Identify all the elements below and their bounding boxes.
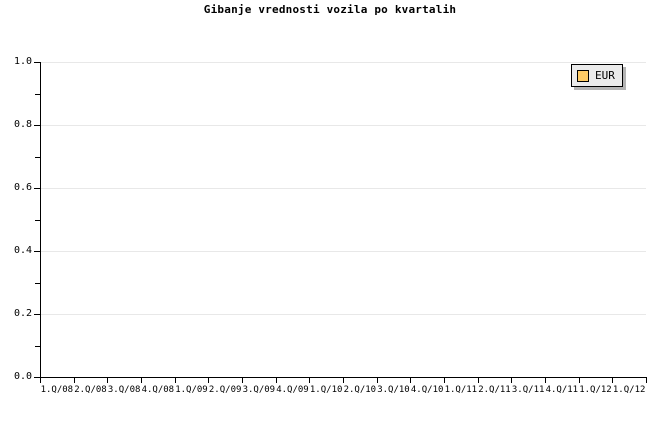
x-axis-tick [612,378,613,383]
y-axis-line [40,62,41,378]
legend-item-label: EUR [595,69,615,82]
x-axis-tick [444,378,445,383]
x-axis-label: 3.Q/10 [377,385,410,395]
x-axis-label: 2.Q/08 [74,385,107,395]
y-axis-label: 0.6 [13,182,32,193]
y-axis-minor-tick [35,282,40,284]
y-axis-minor-tick [35,219,40,221]
chart-legend[interactable]: EUR [571,64,623,87]
gridline-horizontal [40,188,646,189]
y-axis-label: 0.8 [13,119,32,130]
gridline-horizontal [40,314,646,315]
x-axis-tick [511,378,512,383]
x-axis-tick [646,378,647,383]
x-axis-label: 1.Q/12 [612,385,646,395]
x-axis-tick [343,378,344,383]
plot-area [40,62,646,378]
y-axis-tick [34,125,40,126]
x-axis-tick [309,378,310,383]
chart-title: Gibanje vrednosti vozila po kvartalih [203,3,457,16]
y-axis-tick [34,62,40,63]
x-axis-label: 1.Q/09 [175,385,208,395]
y-axis-label: 0.2 [13,308,32,319]
x-axis-line [40,377,647,378]
x-axis-label: 4.Q/10 [410,385,444,395]
x-axis-label: 4.Q/08 [141,385,175,395]
x-axis-label: 2.Q/09 [208,385,242,395]
y-axis-label: 1.0 [13,56,32,67]
y-axis-label: 0.0 [13,371,32,382]
x-axis-tick [242,378,243,383]
gridline-horizontal [40,251,646,252]
x-axis-tick [107,378,108,383]
x-axis-label: 3.Q/09 [242,385,276,395]
y-axis-tick [34,314,40,315]
x-axis-label: 3.Q/11 [511,385,545,395]
x-axis-label: 4.Q/09 [276,385,309,395]
x-axis-label: 1.Q/12 [579,385,612,395]
gridline-horizontal [40,125,646,126]
x-axis-label: 2.Q/11 [478,385,511,395]
x-axis-tick [579,378,580,383]
x-axis-tick [276,378,277,383]
x-axis-tick [175,378,176,383]
y-axis-tick [34,377,40,378]
y-axis-minor-tick [35,156,40,158]
x-axis-label: 1.Q/11 [444,385,478,395]
x-axis-label: 2.Q/10 [343,385,377,395]
x-axis-label: 1.Q/08 [40,385,74,395]
x-axis-label: 3.Q/08 [107,385,141,395]
x-axis-tick [377,378,378,383]
gridline-horizontal [40,62,646,63]
x-axis-tick [208,378,209,383]
legend-swatch-icon [577,69,589,82]
y-axis-tick [34,251,40,252]
x-axis-label: 1.Q/10 [309,385,343,395]
x-axis-tick [410,378,411,383]
x-axis-tick [74,378,75,383]
y-axis-label: 0.4 [13,245,32,256]
y-axis-minor-tick [35,93,40,95]
x-axis-tick [478,378,479,383]
y-axis-minor-tick [35,345,40,347]
x-axis-tick [40,378,41,383]
x-axis-label: 4.Q/11 [545,385,579,395]
x-axis-tick [141,378,142,383]
x-axis-tick [545,378,546,383]
y-axis-tick [34,188,40,189]
